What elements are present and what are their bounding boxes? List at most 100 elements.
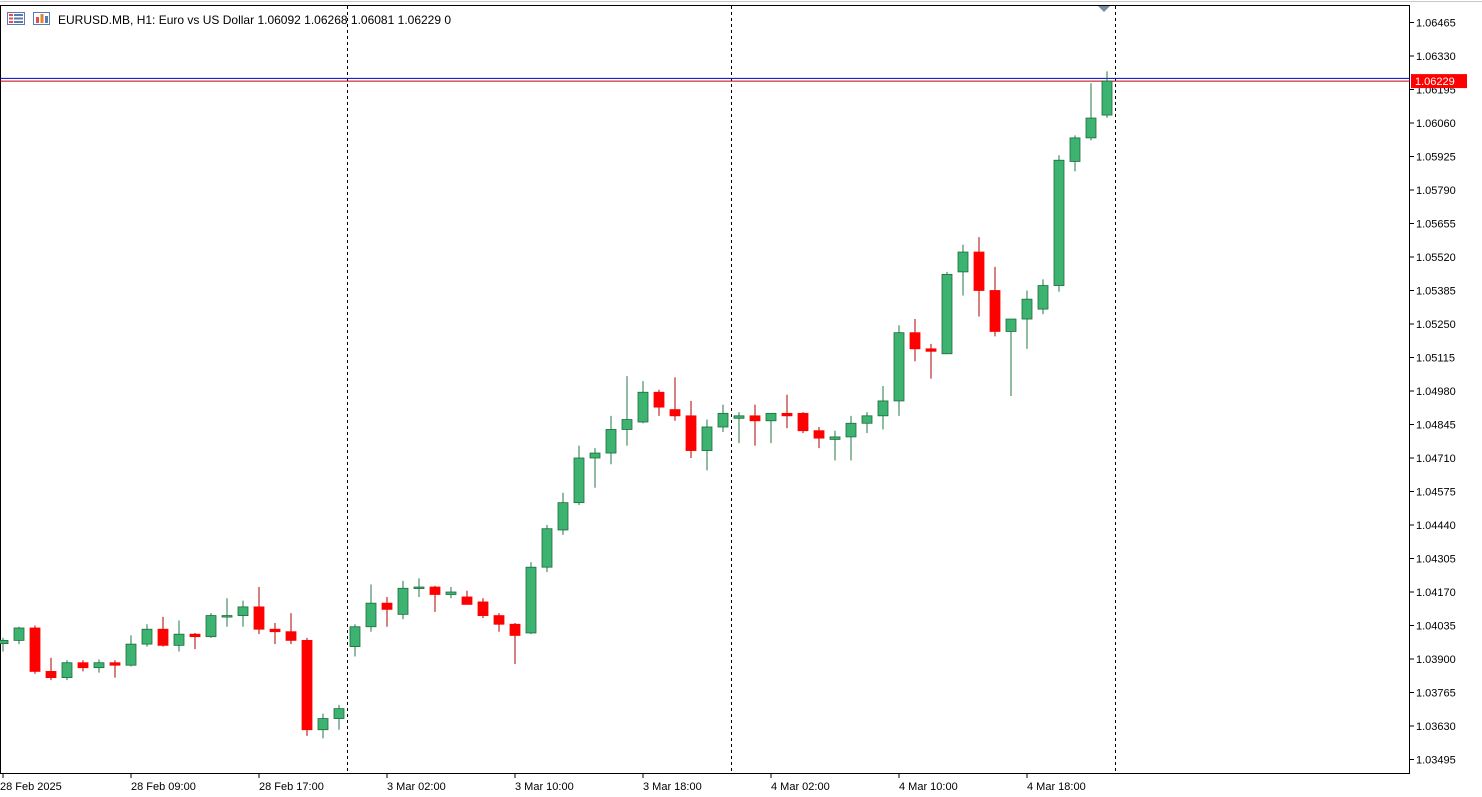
ohlc-close: 1.06229 [398,13,442,27]
price-tick-label-21: 1.03630 [1416,721,1456,733]
candle-61 [973,237,985,317]
candle-body-10 [157,628,169,646]
time-tick-label-7: 4 Mar 10:00 [899,781,958,793]
candle-body-47 [749,415,761,422]
candle-60 [957,244,969,296]
candle-body-39 [621,419,633,430]
candle-body-34 [541,528,553,568]
candle-47 [749,404,761,446]
candle-56 [893,325,905,416]
candle-68 [1085,83,1097,141]
candle-body-0 [0,639,9,645]
candle-body-35 [557,502,569,531]
candle-21 [333,704,345,730]
candle-23 [365,584,377,632]
time-axis[interactable]: 28 Feb 2025 28 Feb 09:00 28 Feb 17:00 3 Mar… [0,773,1086,793]
candle-body-6 [93,662,105,669]
candle-50 [797,412,809,434]
candle-body-51 [813,430,825,439]
candle-51 [813,426,825,449]
candle-body-14 [221,615,233,618]
candle-4 [61,660,73,681]
tick-volume: 0 [444,13,451,27]
day-separators [347,6,1116,773]
candle-22 [349,624,361,657]
price-tick-label-17: 1.04170 [1416,587,1456,599]
candle-body-68 [1085,117,1097,139]
candle-55 [877,386,889,430]
candle-body-4 [61,662,73,679]
candle-body-19 [301,639,313,731]
candle-46 [733,412,745,444]
candle-59 [941,271,953,355]
candle-body-8 [125,643,137,666]
price-axis[interactable]: 1.064651.063301.061951.060601.059251.057… [1410,18,1456,767]
header-sep-1: , [130,13,137,27]
time-tick-label-0: 28 Feb 2025 [0,781,62,793]
candle-body-20 [317,718,329,731]
candle-body-40 [637,391,649,423]
candle-49 [781,394,793,429]
price-tick-label-15: 1.04440 [1416,520,1456,532]
candle-62 [989,266,1001,337]
candle-body-50 [797,412,809,432]
candle-body-67 [1069,137,1081,162]
candle-body-52 [829,436,841,440]
candle-1 [13,626,25,645]
plot-area[interactable] [0,5,1410,774]
price-lines [0,77,1410,82]
candle-39 [621,376,633,446]
candle-body-37 [589,452,601,459]
candle-48 [765,412,777,444]
candle-67 [1069,135,1081,172]
candle-body-54 [861,415,873,424]
candle-54 [861,412,873,434]
candle-body-41 [653,391,665,408]
candle-14 [221,598,233,627]
time-tick-label-6: 4 Mar 02:00 [771,781,830,793]
candle-body-31 [493,615,505,625]
chart-header: EURUSD.MB, H1: Euro vs US Dollar 1.06092… [58,13,451,27]
candle-body-62 [989,290,1001,332]
price-tick-label-22: 1.03495 [1416,755,1456,767]
candle-58 [925,343,937,379]
candle-11 [173,620,185,652]
candle-13 [205,613,217,638]
candle-body-22 [349,626,361,647]
candle-body-49 [781,412,793,417]
candle-17 [269,623,281,645]
candle-66 [1053,155,1065,292]
price-tick-label-4: 1.05925 [1416,152,1456,164]
candle-53 [845,415,857,461]
ohlc-high: 1.06268 [304,13,348,27]
candle-body-60 [957,251,969,273]
candle-38 [605,415,617,465]
price-tick-label-10: 1.05115 [1416,353,1455,365]
candle-body-63 [1005,318,1017,332]
candle-body-16 [253,606,265,630]
candle-41 [653,389,665,416]
candle-body-65 [1037,285,1049,310]
candle-5 [77,660,89,672]
candle-body-44 [701,426,713,451]
candle-body-3 [45,671,57,679]
chart-bars-icon[interactable] [33,12,50,25]
shift-marker-icon[interactable] [1098,6,1110,12]
candle-body-64 [1021,298,1033,320]
timeframe-label: H1: [137,13,156,27]
price-tick-label-12: 1.04845 [1416,420,1456,432]
candle-35 [557,492,569,535]
candle-57 [909,319,921,362]
candle-body-28 [445,591,457,595]
candle-body-69 [1101,80,1113,116]
candle-52 [829,430,841,461]
candle-body-27 [429,586,441,595]
candle-0 [0,637,9,652]
candle-body-42 [669,409,681,417]
candle-15 [237,600,249,627]
chart-list-icon[interactable] [7,12,25,25]
ohlc-open: 1.06092 [257,13,301,27]
candle-8 [125,635,137,667]
price-tick-label-13: 1.04710 [1416,453,1456,465]
